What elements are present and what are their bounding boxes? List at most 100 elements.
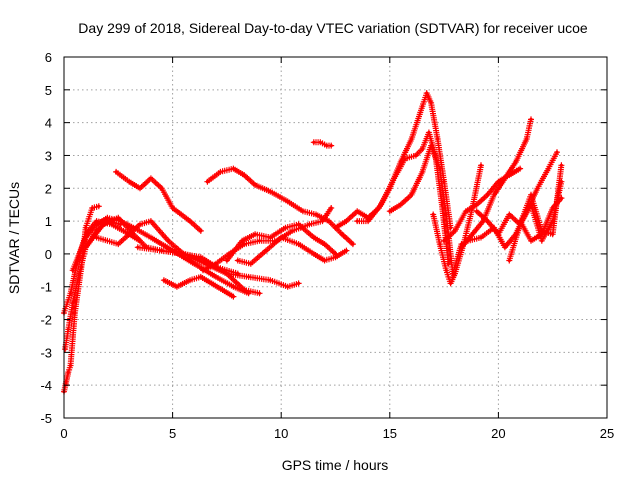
data-point [323, 258, 327, 263]
y-tick-label: 1 [45, 214, 52, 229]
data-point [529, 239, 533, 243]
data-point [90, 206, 94, 210]
y-tick-label: 4 [45, 116, 52, 131]
data-point [268, 190, 272, 194]
data-point [438, 242, 442, 246]
chart-title: Day 299 of 2018, Sidereal Day-to-day VTE… [78, 20, 588, 36]
data-point [97, 204, 101, 208]
data-point [318, 140, 322, 144]
data-point [231, 295, 235, 299]
data-series-s18 [430, 162, 484, 287]
data-point [429, 101, 433, 105]
data-point [201, 268, 205, 272]
data-point [525, 137, 529, 141]
data-point [475, 203, 479, 207]
data-point [225, 272, 229, 276]
data-point [84, 235, 88, 240]
data-point [540, 239, 544, 243]
data-point [492, 193, 496, 197]
data-point [242, 288, 246, 292]
data-point [307, 222, 311, 226]
data-point [286, 199, 290, 203]
data-point [485, 219, 490, 223]
data-point [329, 206, 333, 210]
data-point [247, 275, 251, 279]
data-point [559, 196, 564, 200]
data-point [514, 160, 518, 164]
data-point [333, 255, 338, 259]
data-point [323, 242, 327, 246]
data-point [449, 281, 453, 285]
data-point [138, 222, 142, 226]
y-tick-label: -4 [40, 378, 52, 393]
data-point [466, 239, 470, 243]
data-point [320, 219, 325, 223]
data-point [175, 285, 179, 289]
data-point [453, 272, 457, 276]
data-point [420, 170, 424, 174]
data-point [559, 163, 564, 167]
data-point [379, 203, 383, 207]
y-tick-label: 3 [45, 148, 52, 163]
data-point [162, 278, 166, 282]
data-point [77, 272, 81, 276]
data-point [312, 235, 316, 240]
plus-marker [441, 165, 524, 244]
y-tick-label: -5 [40, 411, 52, 426]
data-point [496, 180, 500, 184]
y-tick-label: 2 [45, 181, 52, 196]
data-point [366, 219, 370, 223]
data-point [66, 327, 70, 331]
x-tick-label: 5 [169, 426, 176, 441]
data-point [136, 245, 140, 249]
data-point [257, 239, 262, 243]
data-series-s9 [160, 273, 237, 300]
data-point [420, 104, 424, 108]
data-point [503, 245, 507, 249]
data-point [242, 242, 246, 246]
x-tick-label: 0 [60, 426, 67, 441]
data-point [420, 147, 424, 151]
y-tick-label: 5 [45, 83, 52, 98]
data-point [225, 258, 229, 263]
data-point [71, 301, 75, 305]
data-series-s7 [113, 168, 204, 234]
data-point [199, 229, 203, 233]
data-point [388, 209, 392, 213]
data-point [257, 291, 262, 295]
data-point [297, 281, 301, 285]
data-point [214, 275, 218, 279]
data-point [95, 235, 99, 240]
data-point [68, 363, 73, 368]
data-series-s20 [458, 116, 534, 251]
data-point [68, 291, 73, 295]
data-point [551, 206, 555, 210]
data-point [355, 219, 359, 223]
data-point [551, 232, 555, 236]
data-series-s17 [386, 142, 465, 277]
data-point [444, 268, 448, 272]
data-point [188, 219, 192, 223]
plus-marker [386, 142, 465, 277]
data-point [409, 193, 414, 197]
data-point [540, 232, 544, 236]
data-point [221, 288, 225, 292]
y-tick-label: -1 [40, 280, 52, 295]
data-series-s24 [517, 195, 565, 244]
y-tick-label: -3 [40, 345, 52, 360]
data-point [485, 193, 490, 197]
axes-ticks: 0 5 10 15 20 25 -5 -4 -3 -2 -1 0 1 2 3 4 5 6 [40, 50, 614, 441]
data-point [301, 209, 305, 213]
data-point [242, 173, 246, 177]
data-point [231, 285, 235, 289]
data-point [84, 245, 88, 249]
plot-frame [63, 56, 608, 419]
data-point [95, 222, 99, 226]
x-tick-label: 10 [274, 426, 288, 441]
data-point [503, 176, 507, 180]
y-tick-label: -2 [40, 313, 52, 328]
data-point [236, 258, 240, 263]
plus-marker [310, 139, 335, 149]
data-point [496, 232, 500, 236]
